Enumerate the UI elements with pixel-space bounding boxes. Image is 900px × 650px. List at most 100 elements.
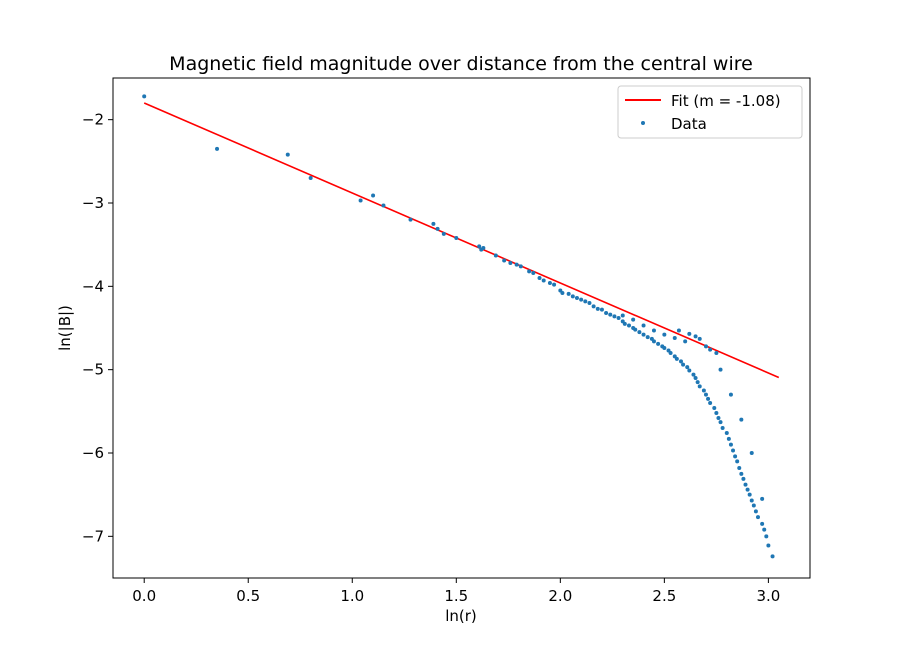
legend: Fit (m = -1.08) Data <box>617 85 803 139</box>
data-point <box>641 332 646 337</box>
data-point <box>731 448 736 453</box>
data-point <box>693 376 698 380</box>
legend-data-label: Data <box>671 115 707 133</box>
fit-line-layer <box>143 102 780 379</box>
data-point <box>716 416 721 420</box>
data-point <box>679 359 684 364</box>
data-point <box>760 496 765 501</box>
data-point <box>712 406 717 410</box>
data-point <box>477 244 482 249</box>
legend-box <box>617 85 803 139</box>
data-point <box>668 351 673 355</box>
data-point <box>672 336 677 340</box>
data-point <box>454 236 459 240</box>
data-point <box>622 321 627 326</box>
x-tick-label: 0.0 <box>132 587 156 605</box>
data-point <box>566 291 571 296</box>
data-point <box>608 312 613 317</box>
data-point <box>735 459 740 464</box>
data-point <box>493 253 498 258</box>
data-point <box>697 384 702 389</box>
y-axis-label: ln(|B|) <box>56 305 74 351</box>
data-point <box>714 351 719 355</box>
data-point <box>762 527 767 532</box>
data-point <box>508 261 513 265</box>
data-point <box>695 380 700 385</box>
data-point <box>703 392 708 397</box>
data-point <box>743 482 748 487</box>
data-point <box>741 476 746 481</box>
data-point <box>656 341 661 346</box>
y-tick-label: −4 <box>82 277 104 295</box>
data-point <box>662 332 667 337</box>
data-point <box>751 503 756 508</box>
data-point <box>706 396 711 401</box>
data-point <box>595 306 600 311</box>
data-point <box>755 515 760 520</box>
data-point <box>308 176 313 180</box>
legend-fit-label: Fit (m = -1.08) <box>671 92 781 110</box>
data-point <box>626 323 631 328</box>
data-point <box>381 203 386 208</box>
data-point <box>720 426 725 430</box>
data-point <box>570 294 575 299</box>
x-tick-label: 1.0 <box>340 587 364 605</box>
data-point <box>435 226 440 231</box>
data-point <box>753 509 758 514</box>
data-point <box>518 264 523 269</box>
data-point <box>552 282 557 287</box>
x-tick-label: 1.5 <box>444 587 468 605</box>
data-point <box>408 217 413 222</box>
data-point <box>641 323 646 328</box>
y-axis-ticks: −2 −3 −4 −5 −6 −7 <box>82 111 113 545</box>
y-tick-label: −6 <box>82 444 104 462</box>
data-point <box>637 330 642 335</box>
data-point <box>739 471 744 476</box>
data-point <box>739 417 744 422</box>
y-tick-label: −5 <box>82 361 104 379</box>
x-tick-label: 2.0 <box>548 587 572 605</box>
data-point <box>579 297 584 302</box>
data-point <box>142 94 147 99</box>
data-point <box>431 221 436 226</box>
data-point <box>285 152 290 157</box>
data-point <box>749 451 754 455</box>
data-point <box>728 392 733 397</box>
data-point <box>631 317 636 322</box>
data-point <box>681 362 686 367</box>
data-point <box>616 316 621 320</box>
data-point <box>747 492 752 497</box>
data-point <box>441 231 446 236</box>
data-point <box>708 347 713 352</box>
data-point <box>587 301 592 305</box>
data-point <box>701 388 706 393</box>
data-points-layer <box>142 94 775 559</box>
data-point <box>662 346 667 350</box>
plot-frame <box>112 77 811 579</box>
data-point <box>718 420 723 425</box>
data-point <box>760 521 765 526</box>
data-point <box>770 554 775 559</box>
data-point <box>502 258 507 263</box>
data-point <box>737 466 742 470</box>
data-point <box>371 193 376 198</box>
data-point <box>687 368 692 373</box>
data-point <box>651 328 656 333</box>
data-point <box>531 271 536 275</box>
data-point <box>612 314 617 319</box>
y-tick-label: −7 <box>82 527 104 545</box>
data-point <box>358 198 363 203</box>
data-point <box>527 269 532 274</box>
data-point <box>583 299 588 304</box>
data-point <box>766 543 771 548</box>
data-point <box>541 278 546 283</box>
y-tick-label: −3 <box>82 194 104 212</box>
y-tick-label: −2 <box>82 111 104 129</box>
data-point <box>633 327 638 332</box>
x-tick-label: 0.5 <box>236 587 260 605</box>
data-point <box>685 365 690 370</box>
data-point <box>620 313 625 318</box>
legend-data-swatch <box>641 121 645 125</box>
data-point <box>514 262 519 267</box>
